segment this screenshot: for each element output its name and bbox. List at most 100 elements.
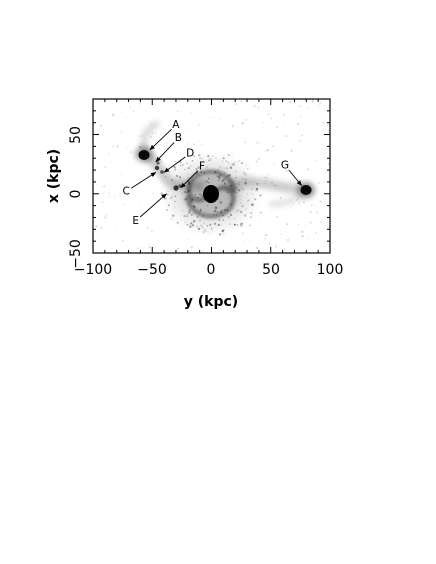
speckle: [207, 155, 210, 158]
speckle: [190, 246, 193, 249]
speckle: [255, 188, 259, 191]
speckle: [193, 143, 196, 146]
speckle: [298, 104, 301, 107]
speckle: [179, 165, 182, 167]
speckle: [100, 226, 103, 229]
speckle: [254, 198, 257, 201]
speckle: [233, 161, 236, 164]
speckle: [320, 221, 323, 224]
speckle: [240, 162, 243, 165]
speckle: [311, 101, 314, 104]
speckle: [139, 135, 141, 138]
speckle: [267, 173, 270, 176]
speckle: [199, 157, 201, 159]
speckle: [185, 126, 188, 129]
speckle: [286, 223, 289, 226]
x-tick-label: 100: [317, 262, 344, 278]
x-tick-label: −100: [74, 262, 112, 278]
y-axis-title: x (kpc): [46, 149, 62, 203]
speckle: [101, 200, 104, 204]
speckle: [136, 247, 139, 250]
speckle: [221, 230, 224, 233]
speckle: [280, 233, 282, 235]
speckle: [172, 214, 175, 217]
speckle: [111, 115, 113, 117]
speckle: [258, 217, 261, 219]
speckle: [245, 164, 248, 167]
speckle: [115, 227, 118, 230]
speckle: [218, 233, 222, 236]
speckle: [227, 154, 230, 156]
speckle: [307, 106, 310, 109]
speckle: [272, 145, 275, 148]
speckle: [263, 122, 265, 124]
speckle: [112, 145, 115, 148]
speckle: [199, 156, 201, 159]
speckle: [112, 113, 114, 115]
speckle: [129, 151, 132, 153]
annotation-arrow-d: [163, 156, 186, 173]
speckle: [193, 155, 195, 157]
speckle: [318, 109, 320, 111]
speckle: [170, 217, 173, 220]
annotation-arrow-f: [180, 170, 199, 189]
speckle: [301, 134, 303, 136]
speckle: [264, 176, 267, 179]
speckle: [221, 229, 224, 233]
main-galaxy-core: [203, 185, 219, 203]
speckle: [211, 228, 213, 231]
speckle: [176, 221, 179, 224]
speckle: [235, 243, 238, 246]
speckle: [176, 247, 180, 250]
speckle: [103, 185, 106, 188]
annotation-arrow-b: [155, 142, 175, 163]
speckle: [298, 202, 301, 205]
speckle: [208, 231, 211, 234]
annotation-label-b: B: [175, 132, 182, 144]
speckle: [209, 157, 211, 160]
speckle: [274, 243, 277, 246]
speckle: [310, 204, 313, 206]
speckle: [142, 245, 144, 247]
speckle: [120, 132, 123, 134]
speckle: [190, 112, 192, 114]
speckle: [149, 135, 152, 138]
speckle: [166, 209, 168, 211]
speckle: [289, 206, 293, 210]
speckle: [289, 101, 292, 104]
speckle: [140, 103, 142, 105]
speckle: [248, 164, 250, 166]
speckle: [255, 142, 258, 144]
speckle: [231, 125, 234, 128]
speckle: [119, 124, 121, 127]
speckle: [258, 141, 260, 144]
axis-ticks: [92, 98, 331, 254]
speckle: [259, 194, 262, 197]
x-tick-label: −50: [137, 262, 167, 278]
speckle: [197, 228, 200, 231]
speckle: [250, 212, 253, 215]
speckle: [296, 123, 299, 126]
speckle: [325, 171, 327, 174]
speckle: [286, 163, 290, 166]
speckle: [252, 187, 256, 190]
speckle: [302, 201, 305, 204]
annotation-label-f: F: [199, 161, 205, 173]
speckle: [198, 154, 200, 157]
speckle: [239, 224, 242, 227]
speckle: [188, 141, 190, 144]
speckle: [316, 206, 319, 208]
speckle: [250, 216, 253, 219]
speckle: [318, 107, 320, 109]
speckle: [266, 148, 269, 151]
speckle: [176, 151, 178, 153]
speckle: [274, 246, 277, 249]
speckle: [116, 145, 119, 148]
speckle: [282, 113, 285, 117]
speckle: [266, 149, 269, 152]
speckle: [112, 114, 115, 117]
speckle: [241, 225, 243, 227]
annotation-arrow-a: [149, 128, 172, 151]
speckle: [247, 168, 249, 170]
x-axis-title: y (kpc): [184, 294, 238, 310]
